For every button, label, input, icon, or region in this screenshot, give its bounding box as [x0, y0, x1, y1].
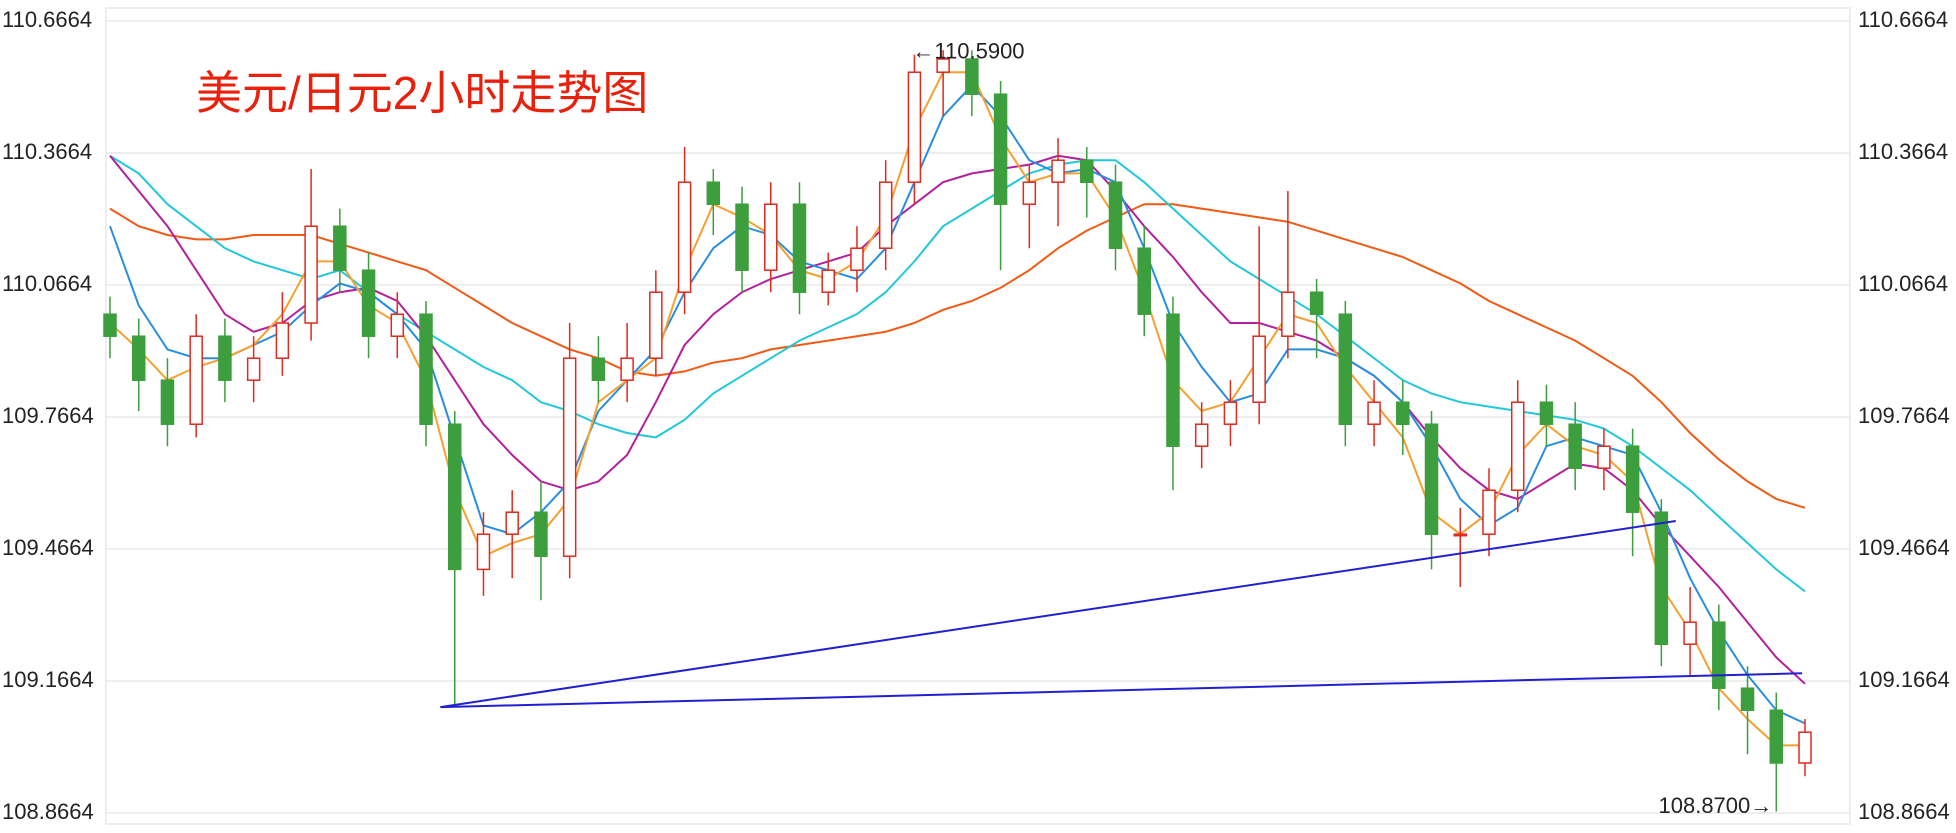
- candle-body: [591, 357, 606, 381]
- candle-body: [1539, 401, 1554, 425]
- candle-body: [447, 423, 462, 571]
- candle-body: [103, 313, 117, 337]
- annotation: ←110.5900: [912, 38, 1024, 63]
- candle-body: [1798, 731, 1812, 764]
- moving-average-line: [109, 203, 1806, 509]
- candle-body: [1396, 401, 1410, 425]
- y-tick-label-right: 109.1664: [1858, 667, 1950, 692]
- candle-body: [792, 203, 807, 293]
- candle-body: [1080, 159, 1094, 183]
- candle-body: [936, 58, 950, 73]
- candle-body: [218, 335, 232, 381]
- candle-body: [1597, 445, 1611, 469]
- candle-body: [1223, 401, 1238, 425]
- candle-body: [1166, 313, 1180, 447]
- candle-body: [361, 269, 376, 337]
- candle-body: [131, 335, 146, 381]
- moving-average-line: [109, 83, 1806, 725]
- candle-body: [1683, 621, 1697, 645]
- candle-body: [1022, 181, 1037, 205]
- trend-line: [440, 672, 1803, 709]
- candle-body: [993, 93, 1008, 205]
- candle-body: [1625, 445, 1640, 513]
- candle-body: [1568, 423, 1582, 469]
- candle-body: [160, 379, 175, 425]
- candle-body: [1654, 511, 1669, 645]
- y-tick-label-right: 109.7664: [1858, 403, 1950, 428]
- candle-body: [764, 203, 778, 271]
- plot-frame: [105, 7, 1851, 825]
- candle-body: [907, 71, 922, 183]
- candle-body: [246, 357, 261, 381]
- candle-body: [1338, 313, 1353, 425]
- candle-body: [1137, 247, 1151, 315]
- candle-body: [534, 511, 548, 557]
- candle-body: [878, 181, 893, 249]
- y-tick-label: 110.3664: [2, 139, 92, 164]
- candle-body: [275, 322, 290, 359]
- annotation: 108.8700→: [1659, 793, 1773, 818]
- trend-line: [440, 520, 1676, 709]
- y-tick-label-right: 110.3664: [1858, 139, 1948, 164]
- overlay: ←110.5900 108.8700→: [440, 38, 1803, 818]
- candle-body: [476, 533, 491, 571]
- candle-body: [505, 511, 519, 535]
- candles: [103, 50, 1812, 812]
- candle-body: [821, 269, 835, 293]
- candle-body: [677, 181, 692, 293]
- candle-body: [562, 357, 577, 557]
- y-tick-label: 110.6664: [2, 7, 92, 32]
- candle-body: [1367, 401, 1381, 425]
- y-tick-label-right: 109.4664: [1858, 535, 1950, 560]
- y-tick-label: 109.1664: [2, 667, 94, 692]
- candle-body: [620, 357, 634, 381]
- candle-body: [1281, 291, 1295, 337]
- chart-title: 美元/日元2小时走势图: [196, 67, 648, 119]
- candle-body: [1769, 709, 1784, 764]
- candle-body: [1453, 533, 1468, 537]
- candle-body: [1051, 159, 1065, 183]
- candle-body: [1712, 621, 1726, 689]
- candle-body: [304, 225, 318, 324]
- candle-body: [649, 291, 663, 359]
- candle-body: [1740, 687, 1755, 711]
- candle-body: [965, 58, 979, 95]
- y-tick-label: 108.8664: [2, 799, 94, 824]
- candle-body: [189, 335, 203, 425]
- candle-body: [1252, 335, 1266, 403]
- candle-body: [1482, 489, 1496, 535]
- candle-body: [390, 313, 405, 337]
- y-tick-label-right: 108.8664: [1858, 799, 1950, 824]
- candle-body: [333, 225, 347, 271]
- y-tick-label-right: 110.6664: [1858, 7, 1948, 32]
- candle-body: [735, 203, 749, 271]
- candle-body: [1194, 423, 1209, 447]
- candle-body: [1309, 291, 1324, 315]
- candle-body: [1510, 401, 1525, 491]
- y-tick-label: 110.0664: [2, 271, 92, 296]
- y-tick-label-right: 110.0664: [1858, 271, 1948, 296]
- y-tick-label: 109.4664: [2, 535, 94, 560]
- candle-body: [850, 247, 864, 271]
- candle-body: [706, 181, 721, 205]
- candle-body: [1108, 181, 1123, 249]
- grid: 108.8664 108.8664 109.1664 109.1664 109.4664…: [2, 7, 1950, 824]
- y-tick-label: 109.7664: [2, 403, 94, 428]
- candle-body: [419, 313, 433, 425]
- candle-body: [1424, 423, 1439, 535]
